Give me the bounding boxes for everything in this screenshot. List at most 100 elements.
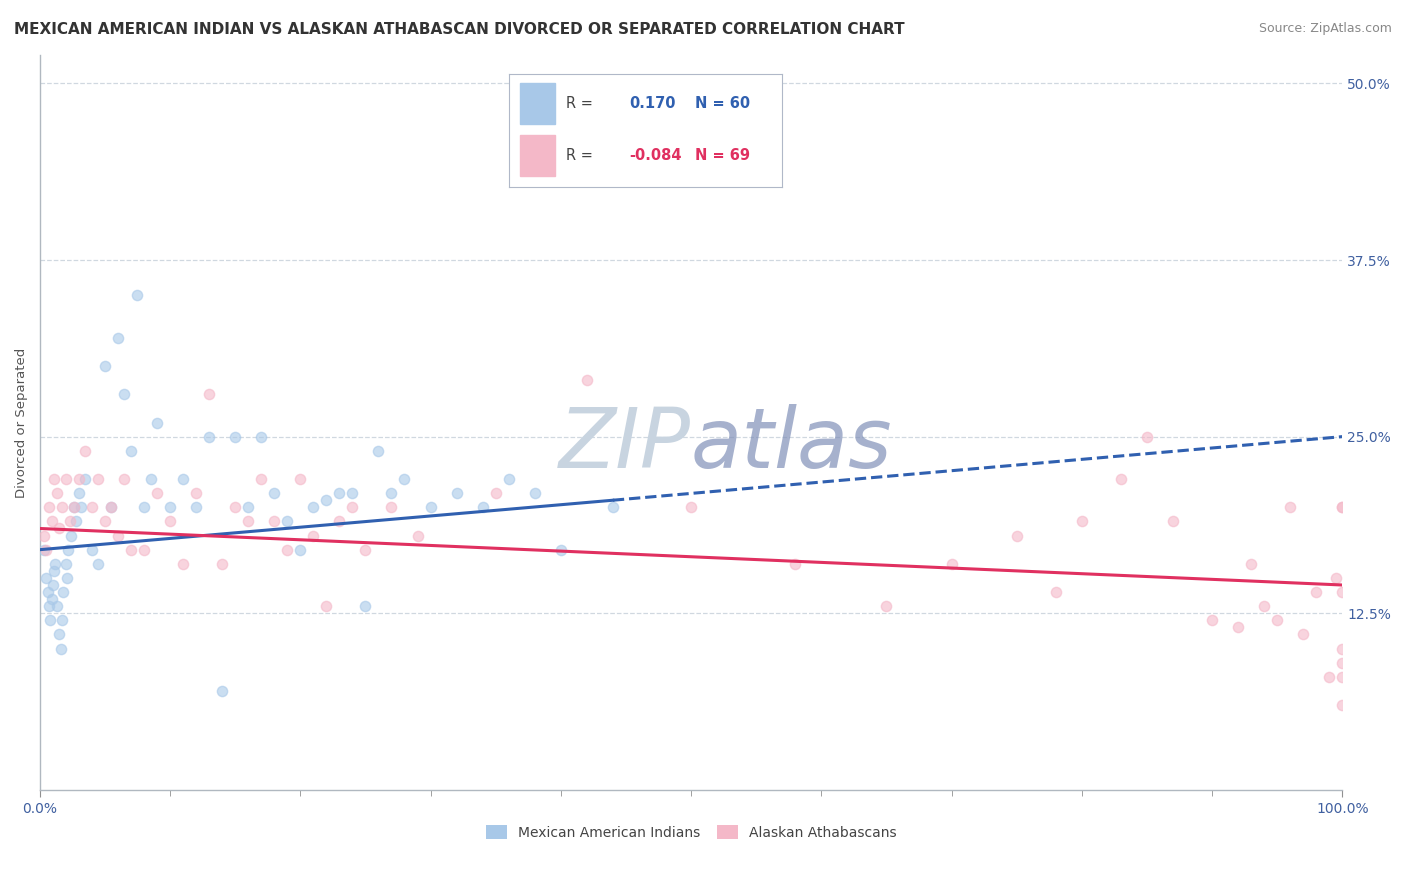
Legend: Mexican American Indians, Alaskan Athabascans: Mexican American Indians, Alaskan Athaba… [481, 820, 901, 846]
Point [1201, 613, 1223, 627]
Point [211, 557, 233, 571]
Point [56, 571, 79, 585]
Point [55, 557, 77, 571]
Point [37, 585, 59, 599]
Point [62, 500, 84, 515]
Point [263, 515, 285, 529]
Text: Source: ZipAtlas.com: Source: ZipAtlas.com [1258, 22, 1392, 36]
Point [114, 472, 136, 486]
Point [1331, 656, 1354, 670]
Text: atlas: atlas [690, 404, 893, 485]
Point [35, 542, 58, 557]
Point [45, 486, 67, 500]
Point [276, 515, 298, 529]
Point [290, 472, 312, 486]
Point [127, 288, 149, 302]
Point [785, 557, 807, 571]
Point [1136, 430, 1159, 444]
Point [342, 486, 364, 500]
Point [1161, 515, 1184, 529]
Point [132, 500, 155, 515]
Point [263, 486, 285, 500]
Point [941, 557, 963, 571]
Point [302, 528, 325, 542]
Point [1317, 670, 1340, 684]
Point [315, 599, 337, 614]
Point [67, 486, 90, 500]
Point [59, 515, 82, 529]
Point [1292, 627, 1315, 641]
Point [87, 557, 110, 571]
Point [38, 599, 60, 614]
Point [159, 500, 181, 515]
Point [44, 472, 66, 486]
Point [114, 387, 136, 401]
Point [44, 557, 66, 571]
Point [75, 472, 97, 486]
Point [250, 472, 273, 486]
Point [290, 542, 312, 557]
Point [1331, 698, 1354, 712]
Point [485, 486, 508, 500]
Point [380, 500, 402, 515]
Point [62, 500, 84, 515]
Point [1331, 585, 1354, 599]
Point [70, 500, 93, 515]
Point [406, 528, 429, 542]
Point [523, 486, 546, 500]
Point [67, 472, 90, 486]
Point [367, 443, 389, 458]
Point [172, 557, 194, 571]
Point [107, 528, 129, 542]
Point [1331, 641, 1354, 656]
Point [419, 500, 441, 515]
Point [139, 472, 162, 486]
Point [60, 528, 83, 542]
Point [198, 430, 221, 444]
Point [48, 521, 70, 535]
Point [238, 500, 260, 515]
Point [1240, 557, 1263, 571]
Point [87, 472, 110, 486]
Point [38, 500, 60, 515]
Point [380, 486, 402, 500]
Point [1005, 528, 1028, 542]
Point [39, 613, 62, 627]
Point [354, 542, 377, 557]
Point [52, 585, 75, 599]
Point [146, 416, 169, 430]
Point [120, 443, 142, 458]
Point [1331, 500, 1354, 515]
Point [132, 542, 155, 557]
Point [328, 515, 350, 529]
Point [602, 500, 624, 515]
Point [498, 472, 520, 486]
Point [1324, 571, 1347, 585]
Point [32, 528, 55, 542]
Point [159, 515, 181, 529]
Point [394, 472, 416, 486]
Point [146, 486, 169, 500]
Point [315, 493, 337, 508]
Point [55, 472, 77, 486]
Point [42, 578, 65, 592]
Point [44, 564, 66, 578]
Point [1109, 472, 1132, 486]
Point [1331, 670, 1354, 684]
Point [875, 599, 897, 614]
Point [1227, 620, 1250, 634]
Point [100, 500, 122, 515]
Point [575, 373, 598, 387]
Point [94, 515, 117, 529]
Point [1265, 613, 1288, 627]
Point [276, 542, 298, 557]
Point [120, 542, 142, 557]
Point [198, 387, 221, 401]
Y-axis label: Divorced or Separated: Divorced or Separated [15, 347, 28, 498]
Point [51, 613, 73, 627]
Point [41, 592, 63, 607]
Point [184, 500, 207, 515]
Point [1279, 500, 1302, 515]
Point [48, 627, 70, 641]
Point [342, 500, 364, 515]
